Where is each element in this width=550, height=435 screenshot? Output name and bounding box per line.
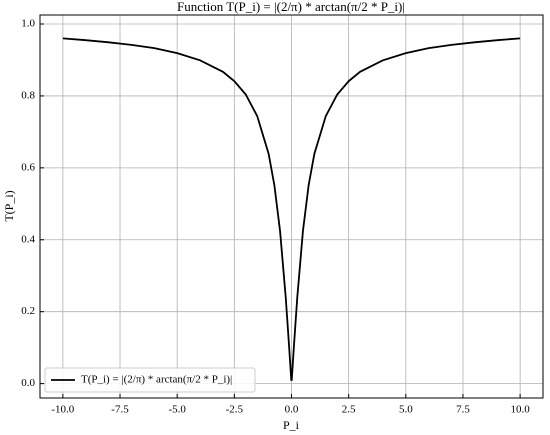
- y-tick-label: 0.0: [21, 377, 35, 389]
- x-tick-label: 7.5: [456, 404, 470, 416]
- chart-title: Function T(P_i) = |(2/π) * arctan(π/2 * …: [177, 0, 405, 14]
- series-line: [62, 37, 521, 381]
- plot-frame: [39, 14, 544, 399]
- y-tick-label: 0.2: [21, 305, 35, 317]
- x-tick-label: -2.5: [226, 404, 244, 416]
- y-tick-label: 0.6: [21, 161, 35, 173]
- x-tick-label: 0.0: [285, 404, 299, 416]
- x-tick-label: -5.0: [168, 404, 186, 416]
- x-axis-label: P_i: [283, 418, 300, 432]
- x-tick-label: 5.0: [399, 404, 413, 416]
- x-tick-label: -10.0: [51, 404, 74, 416]
- x-tick-label: -7.5: [111, 404, 129, 416]
- legend-box: [44, 367, 256, 393]
- x-tick-label: 2.5: [342, 404, 356, 416]
- y-tick-label: 0.4: [21, 233, 35, 245]
- legend-label: T(P_i) = |(2/π) * arctan(π/2 * P_i)|: [81, 374, 232, 386]
- y-tick-label: 0.8: [21, 89, 35, 101]
- y-tick-label: 1.0: [21, 18, 35, 30]
- x-tick-label: 10.0: [511, 404, 531, 416]
- y-axis-label: T(P_i): [2, 190, 16, 221]
